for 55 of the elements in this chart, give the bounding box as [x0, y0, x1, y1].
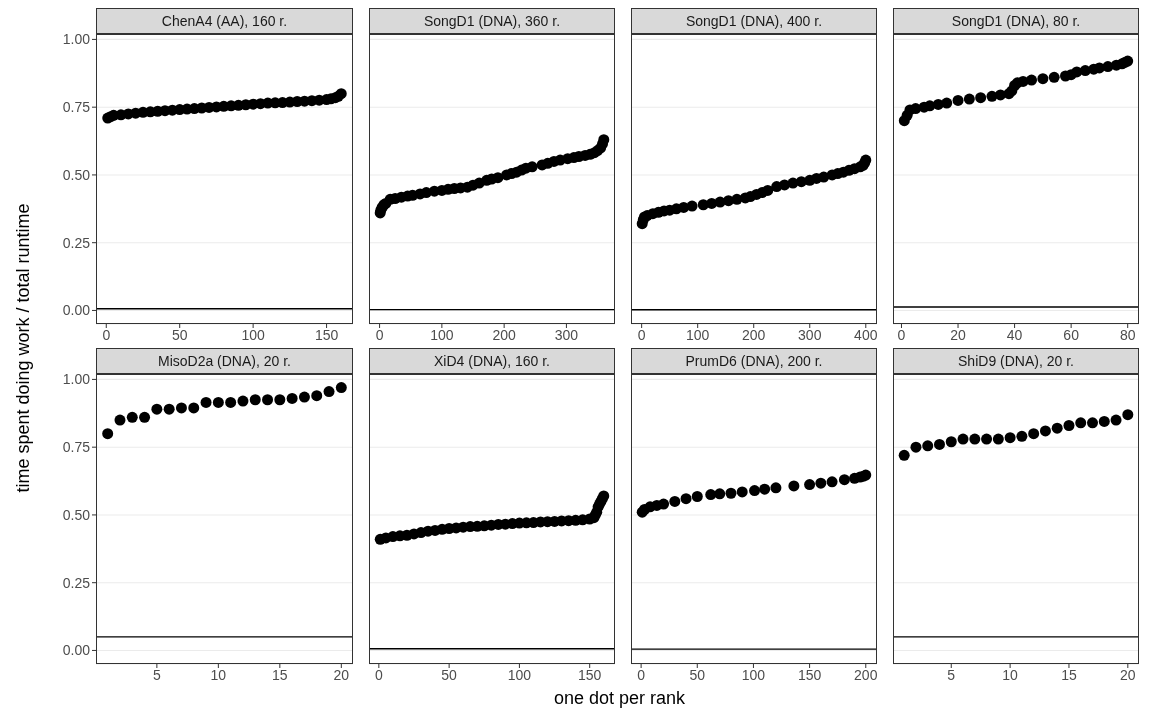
y-tick-label: 0.00: [62, 302, 91, 319]
chart-title: PrumD6 (DNA), 200 r.: [631, 348, 877, 374]
x-tick-label: 100: [430, 326, 454, 343]
x-tick-label: 0: [637, 326, 646, 343]
chart-title: ShiD9 (DNA), 20 r.: [893, 348, 1139, 374]
x-tick-label: 0: [375, 326, 384, 343]
chart-title: SongD1 (DNA), 360 r.: [369, 8, 615, 34]
x-tick-label: 10: [210, 666, 227, 683]
x-tick-label: 50: [441, 666, 458, 683]
x-tick-label: 40: [1006, 326, 1023, 343]
x-tick-label: 20: [333, 666, 350, 683]
x-tick-label: 15: [272, 666, 288, 683]
x-tick-label: 80: [1119, 326, 1136, 343]
chart-title: ChenA4 (AA), 160 r.: [96, 8, 353, 34]
y-tick-label: 0.50: [62, 506, 91, 523]
x-tick-label: 100: [507, 666, 532, 683]
y-tick-label: 0.50: [62, 166, 91, 183]
y-axis-title: time spent doing work / total runtime: [12, 203, 34, 493]
y-tick-label: 0.00: [62, 642, 91, 659]
x-tick-label: 150: [578, 666, 602, 683]
x-tick-label: 200: [742, 326, 766, 343]
chart-title: MisoD2a (DNA), 20 r.: [96, 348, 353, 374]
y-tick-label: 0.25: [62, 574, 91, 591]
x-axis-title: one dot per rank: [552, 688, 687, 709]
x-tick-label: 400: [854, 326, 878, 343]
x-tick-label: 5: [947, 666, 956, 683]
x-tick-label: 100: [686, 326, 710, 343]
y-tick-label: 0.75: [62, 99, 91, 116]
x-tick-label: 150: [314, 326, 339, 343]
x-tick-label: 100: [741, 666, 766, 683]
x-tick-label: 100: [241, 326, 266, 343]
x-tick-label: 0: [637, 666, 646, 683]
x-tick-label: 150: [797, 666, 822, 683]
chart-title: XiD4 (DNA), 160 r.: [369, 348, 615, 374]
x-tick-label: 0: [102, 326, 111, 343]
x-tick-label: 300: [554, 326, 579, 343]
x-tick-label: 20: [950, 326, 967, 343]
x-tick-label: 0: [897, 326, 906, 343]
y-tick-label: 1.00: [62, 371, 91, 388]
x-tick-label: 10: [1002, 666, 1019, 683]
x-tick-label: 200: [854, 666, 878, 683]
chart-title: SongD1 (DNA), 80 r.: [893, 8, 1139, 34]
x-tick-label: 200: [492, 326, 517, 343]
x-tick-label: 0: [374, 666, 383, 683]
chart-title: SongD1 (DNA), 400 r.: [631, 8, 877, 34]
x-tick-label: 20: [1120, 666, 1136, 683]
x-tick-label: 60: [1063, 326, 1080, 343]
x-tick-label: 300: [798, 326, 822, 343]
y-tick-label: 1.00: [62, 31, 91, 48]
x-tick-label: 15: [1061, 666, 1077, 683]
y-tick-label: 0.25: [62, 234, 91, 251]
x-tick-label: 5: [152, 666, 161, 683]
x-tick-label: 50: [689, 666, 706, 683]
x-tick-label: 50: [171, 326, 188, 343]
y-tick-label: 0.75: [62, 439, 91, 456]
